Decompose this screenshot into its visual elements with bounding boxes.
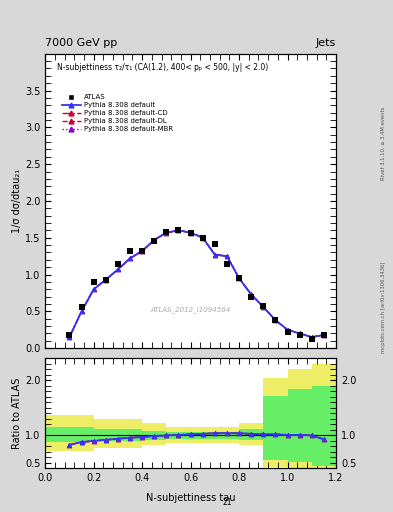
Point (163, 228, 169, 236)
Point (151, 237, 157, 245)
Legend: ATLAS, Pythia 8.308 default, Pythia 8.308 default-CD, Pythia 8.308 default-DL, P: ATLAS, Pythia 8.308 default, Pythia 8.30… (60, 93, 174, 134)
Point (175, 226, 182, 234)
Point (115, 260, 121, 268)
Point (139, 247, 145, 255)
Point (272, 316, 279, 324)
Point (66, 331, 73, 339)
Point (103, 275, 109, 284)
Text: N-subjettiness tau: N-subjettiness tau (146, 493, 235, 503)
Y-axis label: Ratio to ATLAS: Ratio to ATLAS (12, 378, 22, 449)
Point (285, 328, 291, 336)
Point (236, 274, 242, 282)
Point (200, 233, 206, 242)
Point (248, 292, 254, 301)
Text: Jets: Jets (316, 38, 336, 48)
Point (321, 331, 327, 339)
Point (260, 302, 266, 310)
Point (90, 278, 97, 286)
Point (127, 247, 133, 255)
Y-axis label: 1/σ dσ/dtau₂₁: 1/σ dσ/dtau₂₁ (12, 169, 22, 233)
Text: mcplots.cern.ch [arXiv:1306.3436]: mcplots.cern.ch [arXiv:1306.3436] (381, 262, 386, 353)
Text: 7000 GeV pp: 7000 GeV pp (45, 38, 118, 48)
Point (224, 260, 230, 268)
Text: Rivet 3.1.10, ≥ 3.4M events: Rivet 3.1.10, ≥ 3.4M events (381, 106, 386, 180)
Point (187, 228, 194, 237)
Text: 21: 21 (222, 498, 231, 507)
Point (309, 335, 315, 344)
Point (212, 240, 218, 248)
Point (79, 303, 85, 311)
Point (297, 331, 303, 339)
Text: ATLAS_2012_I1094564: ATLAS_2012_I1094564 (151, 307, 231, 313)
Text: N-subjettiness τ₂/τ₁ (CA(1.2), 400< pₚ < 500, |y| < 2.0): N-subjettiness τ₂/τ₁ (CA(1.2), 400< pₚ <… (57, 62, 268, 72)
